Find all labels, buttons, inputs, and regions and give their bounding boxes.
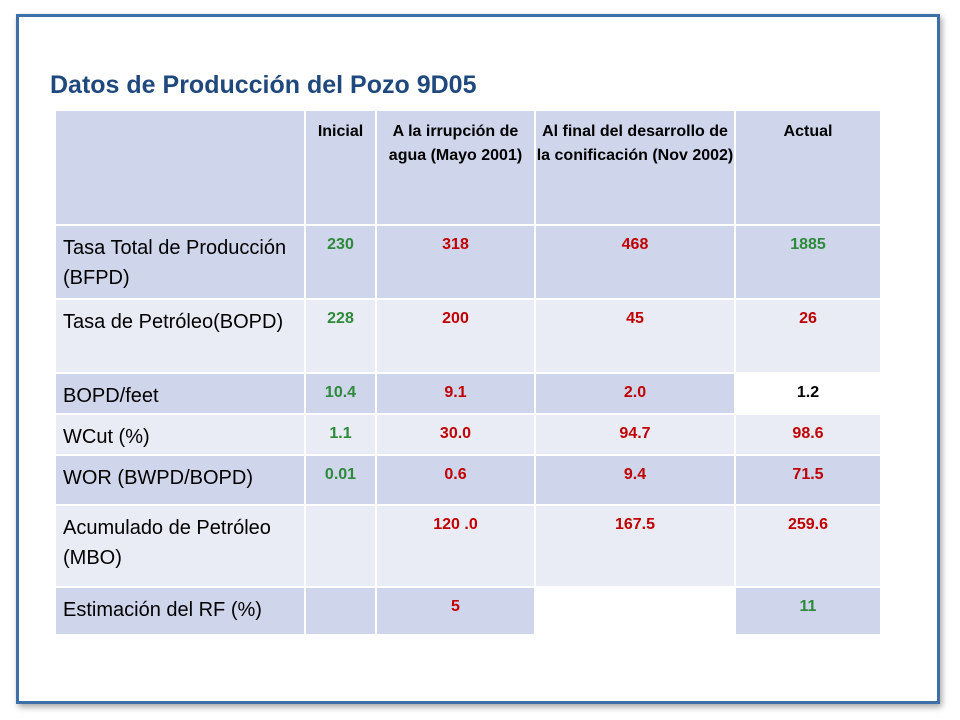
table-cell: 5 bbox=[376, 587, 536, 636]
header-cell-conificacion: Al final del desarrollo de la conificaci… bbox=[535, 111, 736, 226]
row-label: WOR (BWPD/BOPD) bbox=[56, 455, 306, 506]
table-cell: 98.6 bbox=[735, 414, 882, 456]
row-label: WCut (%) bbox=[56, 414, 306, 456]
table-row: BOPD/feet 10.4 9.1 2.0 1.2 bbox=[56, 373, 882, 415]
table-cell: 9.1 bbox=[376, 373, 536, 415]
table-cell: 30.0 bbox=[376, 414, 536, 456]
table-row: WOR (BWPD/BOPD) 0.01 0.6 9.4 71.5 bbox=[56, 455, 882, 506]
table-cell: 0.6 bbox=[376, 455, 536, 506]
row-label: Acumulado de Petróleo (MBO) bbox=[56, 505, 306, 588]
table-row: Acumulado de Petróleo (MBO) 120 .0 167.5… bbox=[56, 505, 882, 588]
page-title: Datos de Producción del Pozo 9D05 bbox=[50, 71, 477, 99]
table-cell: 11 bbox=[735, 587, 882, 636]
table-cell: 26 bbox=[735, 299, 882, 374]
header-cell-inicial: Inicial bbox=[305, 111, 377, 226]
table-cell: 71.5 bbox=[735, 455, 882, 506]
table-cell: 228 bbox=[305, 299, 377, 374]
production-data-table: Inicial A la irrupción de agua (Mayo 200… bbox=[56, 111, 882, 636]
table-cell: 120 .0 bbox=[376, 505, 536, 588]
table-cell: 259.6 bbox=[735, 505, 882, 588]
table-row: WCut (%) 1.1 30.0 94.7 98.6 bbox=[56, 414, 882, 456]
table-cell: 2.0 bbox=[535, 373, 736, 415]
table-cell bbox=[305, 587, 377, 636]
header-cell-empty bbox=[56, 111, 306, 226]
table-cell: 1.2 bbox=[735, 373, 882, 415]
table-cell: 0.01 bbox=[305, 455, 377, 506]
table-cell: 167.5 bbox=[535, 505, 736, 588]
table-cell: 9.4 bbox=[535, 455, 736, 506]
table-cell: 94.7 bbox=[535, 414, 736, 456]
table-row: Tasa de Petróleo(BOPD) 228 200 45 26 bbox=[56, 299, 882, 374]
table-cell: 1.1 bbox=[305, 414, 377, 456]
header-cell-irrupcion: A la irrupción de agua (Mayo 2001) bbox=[376, 111, 536, 226]
table-cell: 468 bbox=[535, 225, 736, 300]
table-cell: 45 bbox=[535, 299, 736, 374]
table-cell bbox=[305, 505, 377, 588]
row-label: BOPD/feet bbox=[56, 373, 306, 415]
row-label: Estimación del RF (%) bbox=[56, 587, 306, 636]
table-cell bbox=[535, 587, 736, 636]
table-cell: 318 bbox=[376, 225, 536, 300]
row-label: Tasa Total de Producción (BFPD) bbox=[56, 225, 306, 300]
table-cell: 1885 bbox=[735, 225, 882, 300]
table-header-row: Inicial A la irrupción de agua (Mayo 200… bbox=[56, 111, 882, 226]
row-label: Tasa de Petróleo(BOPD) bbox=[56, 299, 306, 374]
table-cell: 10.4 bbox=[305, 373, 377, 415]
header-cell-actual: Actual bbox=[735, 111, 882, 226]
table-cell: 230 bbox=[305, 225, 377, 300]
production-table-container: Inicial A la irrupción de agua (Mayo 200… bbox=[56, 111, 882, 636]
table-row: Tasa Total de Producción (BFPD) 230 318 … bbox=[56, 225, 882, 300]
table-cell: 200 bbox=[376, 299, 536, 374]
table-row: Estimación del RF (%) 5 11 bbox=[56, 587, 882, 636]
